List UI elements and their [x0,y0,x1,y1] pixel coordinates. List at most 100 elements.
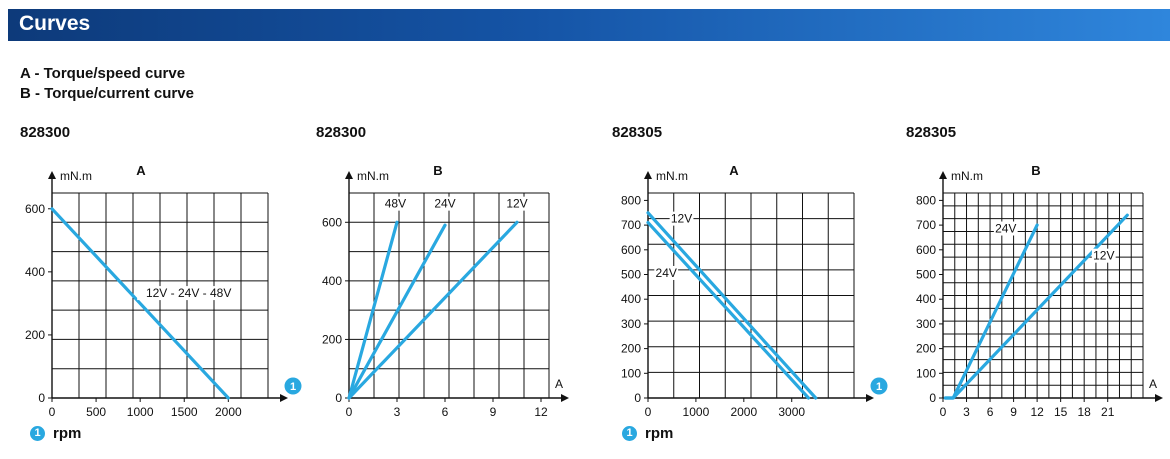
y-tick-label: 300 [621,317,641,331]
rpm-marker-label: 1 [290,381,296,393]
x-tick-label: 9 [1010,405,1017,419]
torque-speed-chart-828305: AmN.m 1 0 1000 2000 3000 0 100 200 300 400 500 600 70… [621,163,888,419]
chart-code-1: 828300 [20,124,71,141]
y-tick-label: 0 [38,391,45,405]
x-tick-label: 500 [86,405,106,419]
x-tick-label: 2000 [730,405,757,419]
torque-current-chart-828300: BmN.m A 0 3 6 9 12 0 200 400 600 48V 24V 12V [322,163,569,419]
x-tick-label: 2000 [215,405,242,419]
x-tick-label: 0 [940,405,947,419]
page-title: Curves [19,12,91,35]
series-line-48v [347,220,399,400]
y-axis-arrow-icon [939,171,947,179]
y-axis-arrow-icon [345,171,353,179]
x-tick-label: 3 [963,405,970,419]
y-tick-label: 0 [929,391,936,405]
annotation-background [505,196,529,211]
x-axis-arrow-icon [561,394,569,402]
y-tick-label: 400 [916,292,936,306]
rpm-marker-icon [870,377,888,395]
x-tick-label: 1000 [127,405,154,419]
x-tick-label: 12 [534,405,548,419]
x-tick-label: 3 [394,405,401,419]
rpm-footnote-2: 1 rpm [622,425,673,442]
annotation-label: 48V [385,197,406,211]
x-tick-label: 21 [1101,405,1115,419]
annotation-background [654,265,679,280]
rpm-footnote-text: rpm [645,425,674,442]
chart-code-3: 828305 [612,124,663,141]
annotation-label: 24V [995,222,1016,236]
annotation-background [383,196,408,211]
y-tick-label: 600 [621,243,641,257]
series-line-12v [347,220,519,400]
y-tick-label: 800 [621,193,641,207]
legend-torque-speed: A - Torque/speed curve [20,65,186,82]
y-tick-label: 100 [916,366,936,380]
y-tick-label: 0 [634,391,641,405]
chart-title: B [433,163,442,178]
x-tick-label: 0 [346,405,353,419]
annotation-background [1091,248,1116,263]
x-axis-label: A [555,377,563,391]
y-tick-label: 0 [335,391,342,405]
chart-code-4: 828305 [906,124,957,141]
annotation-background [669,211,694,226]
rpm-footnote-text: rpm [53,425,82,442]
marker-1-icon: 1 [622,426,637,441]
y-tick-label: 400 [25,265,45,279]
y-tick-label: 400 [322,274,342,288]
marker-1-icon: 1 [30,426,45,441]
torque-speed-chart-828300: AmN.m 1 0 500 1000 1500 2000 0 200 400 600 12V - 24… [25,163,302,419]
chart-title: B [1031,163,1040,178]
x-tick-label: 9 [490,405,497,419]
rpm-footnote-1: 1 rpm [30,425,81,442]
x-tick-label: 12 [1030,405,1044,419]
y-tick-label: 700 [916,218,936,232]
y-tick-label: 500 [916,268,936,282]
y-tick-label: 400 [621,292,641,306]
rpm-marker-label: 1 [876,381,882,393]
annotation-label: 12V - 24V - 48V [146,286,231,300]
chart-title: A [729,163,739,178]
y-axis-label: mN.m [656,169,688,183]
x-tick-label: 0 [645,405,652,419]
x-tick-label: 3000 [778,405,805,419]
x-axis-label: A [1149,377,1157,391]
y-tick-label: 700 [621,218,641,232]
x-axis-arrow-icon [280,394,288,402]
series-line-12v [943,213,1129,400]
x-tick-label: 1000 [683,405,710,419]
annotation-label: 24V [656,266,677,280]
y-tick-label: 600 [916,243,936,257]
y-axis-arrow-icon [644,171,652,179]
chart-title: A [136,163,146,178]
chart-code-2: 828300 [316,124,367,141]
series-line-24v [347,223,447,400]
y-tick-label: 200 [25,328,45,342]
annotation-label: 12V [1093,249,1114,263]
annotation-label: 12V [506,197,527,211]
series-line-24v [646,221,811,400]
y-axis-label: mN.m [357,169,389,183]
y-axis-arrow-icon [48,171,56,179]
y-tick-label: 100 [621,366,641,380]
annotation-label: 24V [434,197,455,211]
y-tick-label: 600 [25,202,45,216]
x-axis-arrow-icon [866,394,874,402]
y-tick-label: 300 [916,317,936,331]
y-tick-label: 800 [916,193,936,207]
x-tick-label: 0 [49,405,56,419]
x-tick-label: 18 [1077,405,1091,419]
annotation-background [993,221,1018,236]
y-tick-label: 200 [322,332,342,346]
y-tick-label: 200 [621,342,641,356]
y-tick-label: 500 [621,268,641,282]
x-axis-arrow-icon [1155,394,1163,402]
torque-current-chart-828305: BmN.m A 0 3 6 9 12 15 18 21 0 100 200 300 400 500 600 700… [916,163,1163,419]
x-tick-label: 6 [987,405,994,419]
series-line-series-1 [50,207,230,400]
legend-torque-current: B - Torque/current curve [20,85,194,102]
x-tick-label: 1500 [171,405,198,419]
x-tick-label: 15 [1054,405,1068,419]
